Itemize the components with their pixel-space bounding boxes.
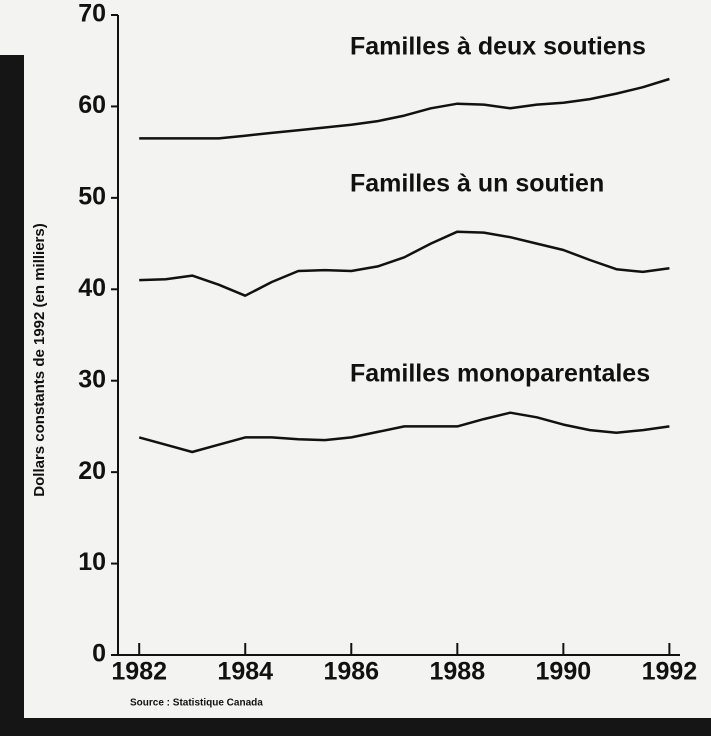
x-tick-label: 1990 (536, 658, 592, 686)
y-tick-label: 50 (78, 182, 106, 210)
y-tick-label: 10 (78, 548, 106, 576)
left-border (0, 55, 24, 736)
y-tick-label: 30 (78, 365, 106, 393)
x-tick-label: 1986 (323, 658, 379, 686)
chart: Dollars constants de 1992 (en milliers) … (0, 0, 711, 736)
series-label: Familles à deux soutiens (350, 33, 646, 61)
y-tick-label: 60 (78, 91, 106, 119)
bottom-border (0, 718, 711, 736)
series-label: Familles à un soutien (350, 170, 604, 198)
x-tick-label: 1988 (430, 658, 486, 686)
y-tick-label: 70 (78, 0, 106, 28)
series-label: Familles monoparentales (350, 360, 650, 388)
y-tick-label: 20 (78, 457, 106, 485)
x-tick-label: 1982 (111, 658, 167, 686)
y-tick-label: 40 (78, 274, 106, 302)
x-tick-label: 1992 (642, 658, 698, 686)
source: Source : Statistique Canada (130, 698, 263, 709)
y-axis-title: Dollars constants de 1992 (en milliers) (31, 223, 48, 496)
y-tick-label: 0 (92, 640, 106, 668)
x-tick-label: 1984 (217, 658, 273, 686)
